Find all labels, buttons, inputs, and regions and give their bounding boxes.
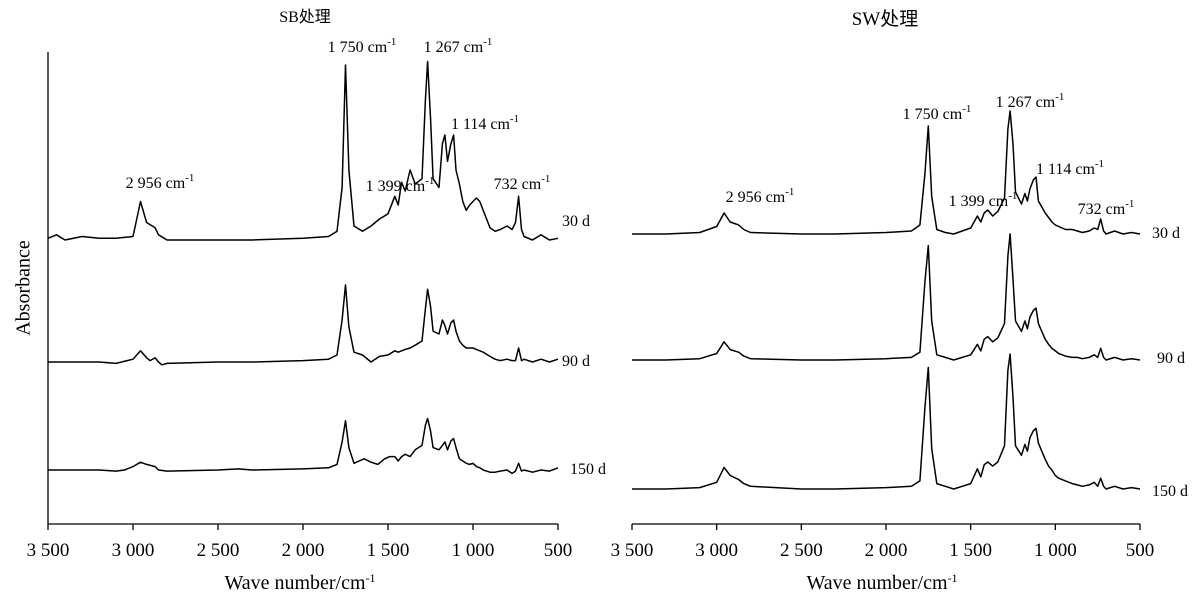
sw-x-axis-label: Wave number/cm-1 <box>806 571 957 594</box>
sb-series-90d-line <box>48 284 559 366</box>
sw-series-150d-line <box>632 353 1141 490</box>
sw-peak-annotation: 1 114 cm-1 <box>1036 158 1104 178</box>
sw-peak-annotation: 1 750 cm-1 <box>903 103 972 123</box>
sw-series-150d-label: 150 d <box>1152 483 1188 500</box>
sb-peak-annotation: 1 267 cm-1 <box>424 36 493 56</box>
sw-series-90d-label: 90 d <box>1157 350 1185 367</box>
sw-peak-annotation: 1 267 cm-1 <box>996 91 1065 111</box>
sb-peak-annotation: 1 399 cm-1 <box>366 175 435 195</box>
sb-series-150d-line <box>48 417 559 475</box>
sb-x-tick-label: 3 000 <box>112 540 155 561</box>
sb-peak-annotation: 732 cm-1 <box>494 173 551 193</box>
sw-x-tick-label: 3 000 <box>695 540 738 561</box>
sb-peak-annotation: 1 750 cm-1 <box>328 36 397 56</box>
sw-panel-title: SW处理 <box>852 8 919 30</box>
sb-x-tick-label: 2 000 <box>282 540 325 561</box>
sw-annotations: 2 956 cm-1 1 750 cm-1 1 267 cm-1 1 114 cm-1… <box>726 91 1135 218</box>
sb-series-90d-label: 90 d <box>562 353 590 370</box>
sb-traces: 30 d 90 d 150 d <box>47 60 606 478</box>
sb-x-tick-label: 1 500 <box>367 540 410 561</box>
sb-annotations: 2 956 cm-1 1 750 cm-1 1 267 cm-1 1 114 cm-1… <box>126 36 551 195</box>
sw-x-tick-label: 500 <box>1126 540 1155 561</box>
sw-peak-annotation: 732 cm-1 <box>1078 198 1135 218</box>
sb-panel-title: SB处理 <box>279 8 331 26</box>
sb-peak-annotation: 2 956 cm-1 <box>126 172 195 192</box>
sw-x-tick-label: 3 500 <box>611 540 654 561</box>
sb-peak-annotation: 1 114 cm-1 <box>451 113 519 133</box>
sw-x-tick-label: 1 000 <box>1034 540 1077 561</box>
sb-x-tick-label: 2 500 <box>197 540 240 561</box>
sb-x-axis-label: Wave number/cm-1 <box>224 571 375 594</box>
sb-x-tick-label: 500 <box>544 540 573 561</box>
sw-x-tick-label: 1 500 <box>949 540 992 561</box>
sw-x-tick-label: 2 000 <box>865 540 908 561</box>
sw-series-30d-label: 30 d <box>1152 225 1180 242</box>
sb-series-30d-label: 30 d <box>562 213 590 230</box>
sw-x-tick-label: 2 500 <box>780 540 823 561</box>
sb-panel: SB处理 3 500 3 000 2 500 2 000 1 500 1 000 500 3… <box>27 8 606 594</box>
sw-panel: SW处理 3 500 3 000 2 500 2 000 1 500 1 000 500 3… <box>611 8 1188 594</box>
sb-x-ticks: 3 500 3 000 2 500 2 000 1 500 1 000 500 <box>27 524 573 561</box>
sb-x-tick-label: 3 500 <box>27 540 70 561</box>
sw-series-90d-line <box>632 233 1141 361</box>
sw-series-30d-line <box>632 110 1141 235</box>
sw-peak-annotation: 1 399 cm-1 <box>949 190 1018 210</box>
sb-x-tick-label: 1 000 <box>452 540 495 561</box>
sw-peak-annotation: 2 956 cm-1 <box>726 186 795 206</box>
sb-series-30d-line <box>47 60 559 241</box>
sw-x-ticks: 3 500 3 000 2 500 2 000 1 500 1 000 500 <box>611 524 1155 561</box>
sb-series-150d-label: 150 d <box>570 461 606 478</box>
y-axis-label: Absorbance <box>13 240 35 336</box>
sw-traces: 30 d 90 d 150 d <box>632 110 1188 500</box>
